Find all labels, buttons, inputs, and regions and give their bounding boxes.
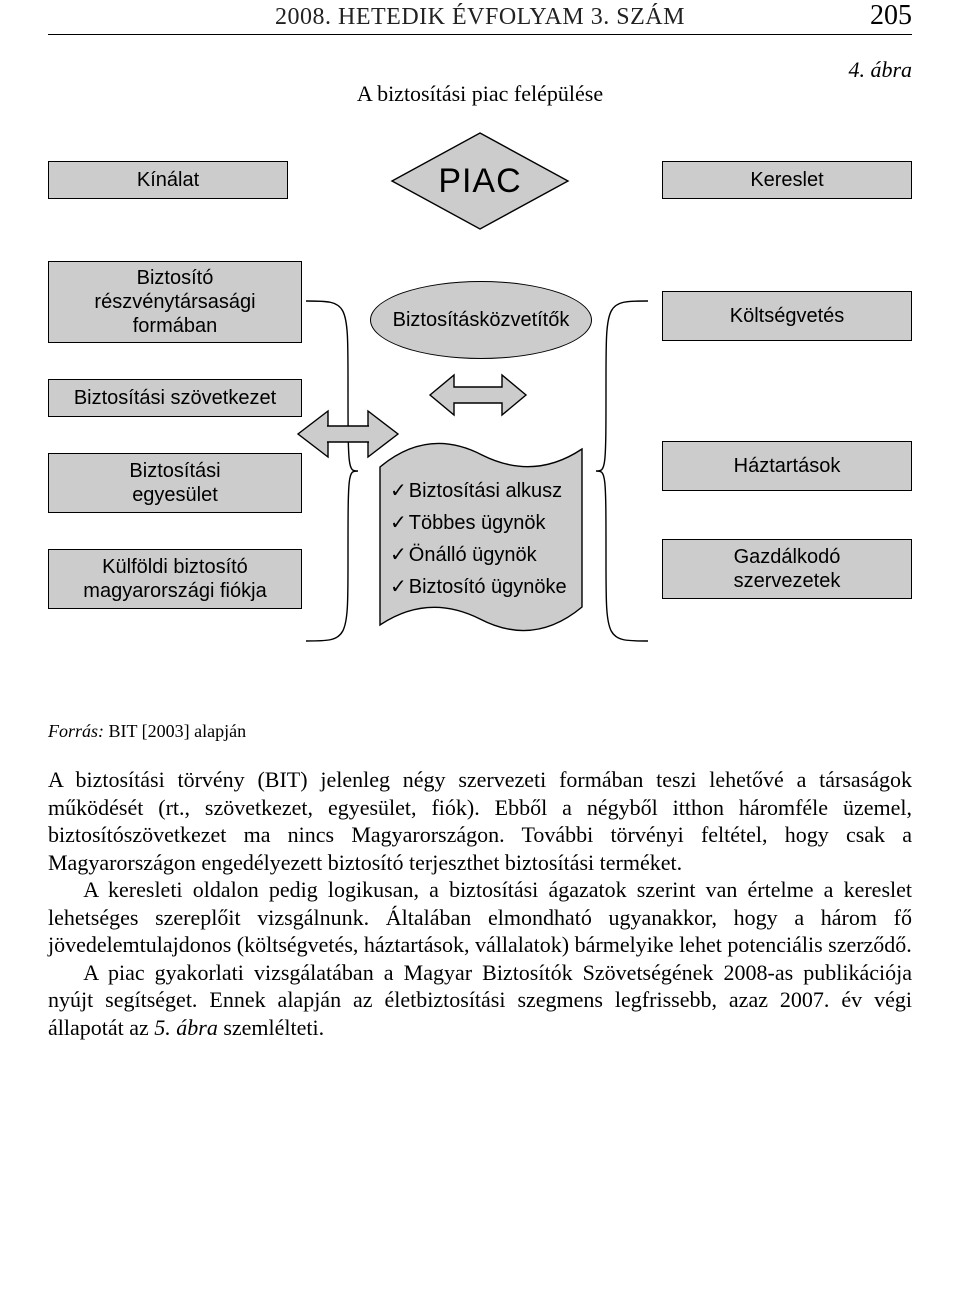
double-arrow-icon bbox=[428, 369, 528, 421]
intermediary-oval: Biztosításközvetítők bbox=[370, 281, 592, 359]
supply-item: Biztosítási szövetkezet bbox=[48, 379, 302, 417]
figure-source: Forrás: BIT [2003] alapján bbox=[48, 721, 912, 742]
source-prefix: Forrás: bbox=[48, 721, 104, 741]
intermediary-type: Biztosító ügynöke bbox=[390, 571, 576, 603]
body-text: A biztosítási törvény (BIT) jelenleg nég… bbox=[48, 766, 912, 1041]
supply-box: Kínálat bbox=[48, 161, 288, 199]
fig-ref: 5. ábra bbox=[154, 1015, 218, 1040]
header-title: 2008. HETEDIK ÉVFOLYAM 3. SZÁM bbox=[48, 4, 812, 31]
intermediary-type: Biztosítási alkusz bbox=[390, 475, 576, 507]
demand-box: Kereslet bbox=[662, 161, 912, 199]
paragraph: A piac gyakorlati vizsgálatában a Magyar… bbox=[48, 959, 912, 1042]
intermediary-type: Többes ügynök bbox=[390, 507, 576, 539]
demand-item: Háztartások bbox=[662, 441, 912, 491]
paragraph: A keresleti oldalon pedig logikusan, a b… bbox=[48, 876, 912, 959]
figure-title: A biztosítási piac felépülése bbox=[48, 81, 912, 107]
figure-label: 4. ábra bbox=[48, 57, 912, 83]
supply-item: Biztosítási egyesület bbox=[48, 453, 302, 513]
demand-item: Költségvetés bbox=[662, 291, 912, 341]
paragraph-text: szemlélteti. bbox=[218, 1015, 324, 1040]
market-diamond: PIAC bbox=[390, 131, 570, 231]
supply-item: Külföldi biztosító magyarországi fiókja bbox=[48, 549, 302, 609]
source-text: BIT [2003] alapján bbox=[104, 721, 246, 741]
running-header: 2008. HETEDIK ÉVFOLYAM 3. SZÁM 205 bbox=[48, 0, 912, 35]
demand-item: Gazdálkodó szervezetek bbox=[662, 539, 912, 599]
intermediary-types: Biztosítási alkusz Többes ügynök Önálló … bbox=[374, 431, 588, 643]
supply-item: Biztosító részvénytársasági formában bbox=[48, 261, 302, 343]
market-label: PIAC bbox=[438, 162, 521, 201]
paragraph: A biztosítási törvény (BIT) jelenleg nég… bbox=[48, 766, 912, 876]
page-number: 205 bbox=[812, 0, 912, 32]
figure-diagram: Kínálat PIAC Kereslet Biztosító részvény… bbox=[48, 131, 912, 691]
intermediary-type: Önálló ügynök bbox=[390, 539, 576, 571]
